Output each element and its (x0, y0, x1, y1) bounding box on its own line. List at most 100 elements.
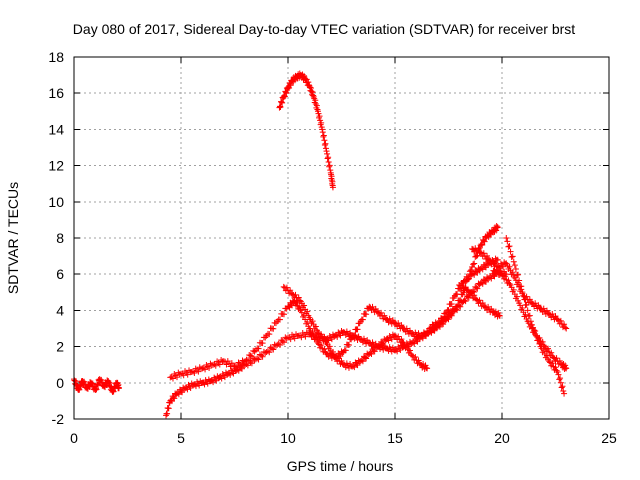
x-tick-label: 25 (601, 430, 617, 446)
y-tick-label: 10 (48, 194, 64, 210)
data-point (557, 379, 564, 386)
data-point (513, 293, 520, 300)
data-point (532, 300, 539, 307)
data-point (322, 338, 329, 345)
data-point (313, 102, 320, 109)
series-arc-7 (469, 245, 570, 332)
data-point (406, 347, 413, 354)
data-point (212, 362, 219, 369)
data-point (301, 302, 308, 309)
data-point (358, 357, 365, 364)
data-point (556, 376, 563, 383)
data-point (336, 351, 343, 358)
data-point (406, 327, 413, 334)
data-point (522, 311, 529, 318)
data-point (448, 310, 455, 317)
data-point (492, 260, 499, 267)
data-point (266, 349, 273, 356)
data-point (424, 365, 431, 372)
series-arc-2 (163, 268, 510, 419)
y-tick-label: 16 (48, 85, 64, 101)
data-point (216, 361, 223, 368)
data-point (541, 343, 548, 350)
data-point (476, 297, 483, 304)
x-tick-label: 15 (387, 430, 403, 446)
data-point (322, 145, 329, 152)
data-point (342, 347, 349, 354)
data-point (486, 256, 493, 263)
x-tick-label: 20 (494, 430, 510, 446)
data-point (479, 299, 486, 306)
data-point (363, 355, 370, 362)
data-point (203, 361, 210, 368)
data-point (445, 314, 452, 321)
data-point (192, 365, 199, 372)
data-point (165, 405, 172, 412)
data-point (248, 360, 255, 367)
data-point (244, 357, 251, 364)
data-point (194, 367, 201, 374)
data-point (362, 354, 369, 361)
data-point (319, 129, 326, 136)
data-point (377, 343, 384, 350)
data-point (411, 340, 418, 347)
data-point (563, 365, 570, 372)
data-point (172, 372, 179, 379)
data-point (457, 297, 464, 304)
data-point (318, 331, 325, 338)
data-point (519, 289, 526, 296)
data-point (191, 370, 198, 377)
plot-frame (73, 56, 610, 420)
data-point (316, 113, 323, 120)
data-point (427, 324, 434, 331)
data-point (554, 368, 561, 375)
data-point (560, 387, 567, 394)
data-point (479, 280, 486, 287)
data-point (250, 347, 257, 354)
data-point (370, 347, 377, 354)
data-point (312, 334, 319, 341)
data-point (115, 385, 122, 392)
data-point (259, 353, 266, 360)
data-point (318, 342, 325, 349)
data-point (171, 371, 178, 378)
data-point (372, 305, 379, 312)
data-point (478, 265, 485, 272)
data-point (524, 307, 531, 314)
data-point (505, 243, 512, 250)
data-point (471, 271, 478, 278)
data-point (474, 269, 481, 276)
data-point (309, 89, 316, 96)
data-point (480, 237, 487, 244)
data-point (553, 355, 560, 362)
data-point (305, 79, 312, 86)
data-point (488, 305, 495, 312)
data-point (439, 317, 446, 324)
data-point (317, 117, 324, 124)
data-point (314, 329, 321, 336)
data-point (321, 335, 328, 342)
data-point (509, 253, 516, 260)
data-point (488, 231, 495, 238)
data-point (308, 88, 315, 95)
data-point (246, 352, 253, 359)
data-point (77, 382, 84, 389)
data-point (473, 268, 480, 275)
data-point (494, 224, 501, 231)
y-tick-label: 14 (48, 121, 64, 137)
data-point (480, 250, 487, 257)
data-point (557, 317, 564, 324)
data-point (409, 352, 416, 359)
data-point (478, 241, 485, 248)
data-point (312, 97, 319, 104)
data-point (278, 98, 285, 105)
data-point (350, 362, 357, 369)
data-point (482, 264, 489, 271)
data-point (545, 345, 552, 352)
data-point (559, 383, 566, 390)
data-point (516, 277, 523, 284)
data-point (395, 320, 402, 327)
data-point (312, 323, 319, 330)
series-arc-5 (280, 283, 431, 372)
data-point (211, 361, 218, 368)
